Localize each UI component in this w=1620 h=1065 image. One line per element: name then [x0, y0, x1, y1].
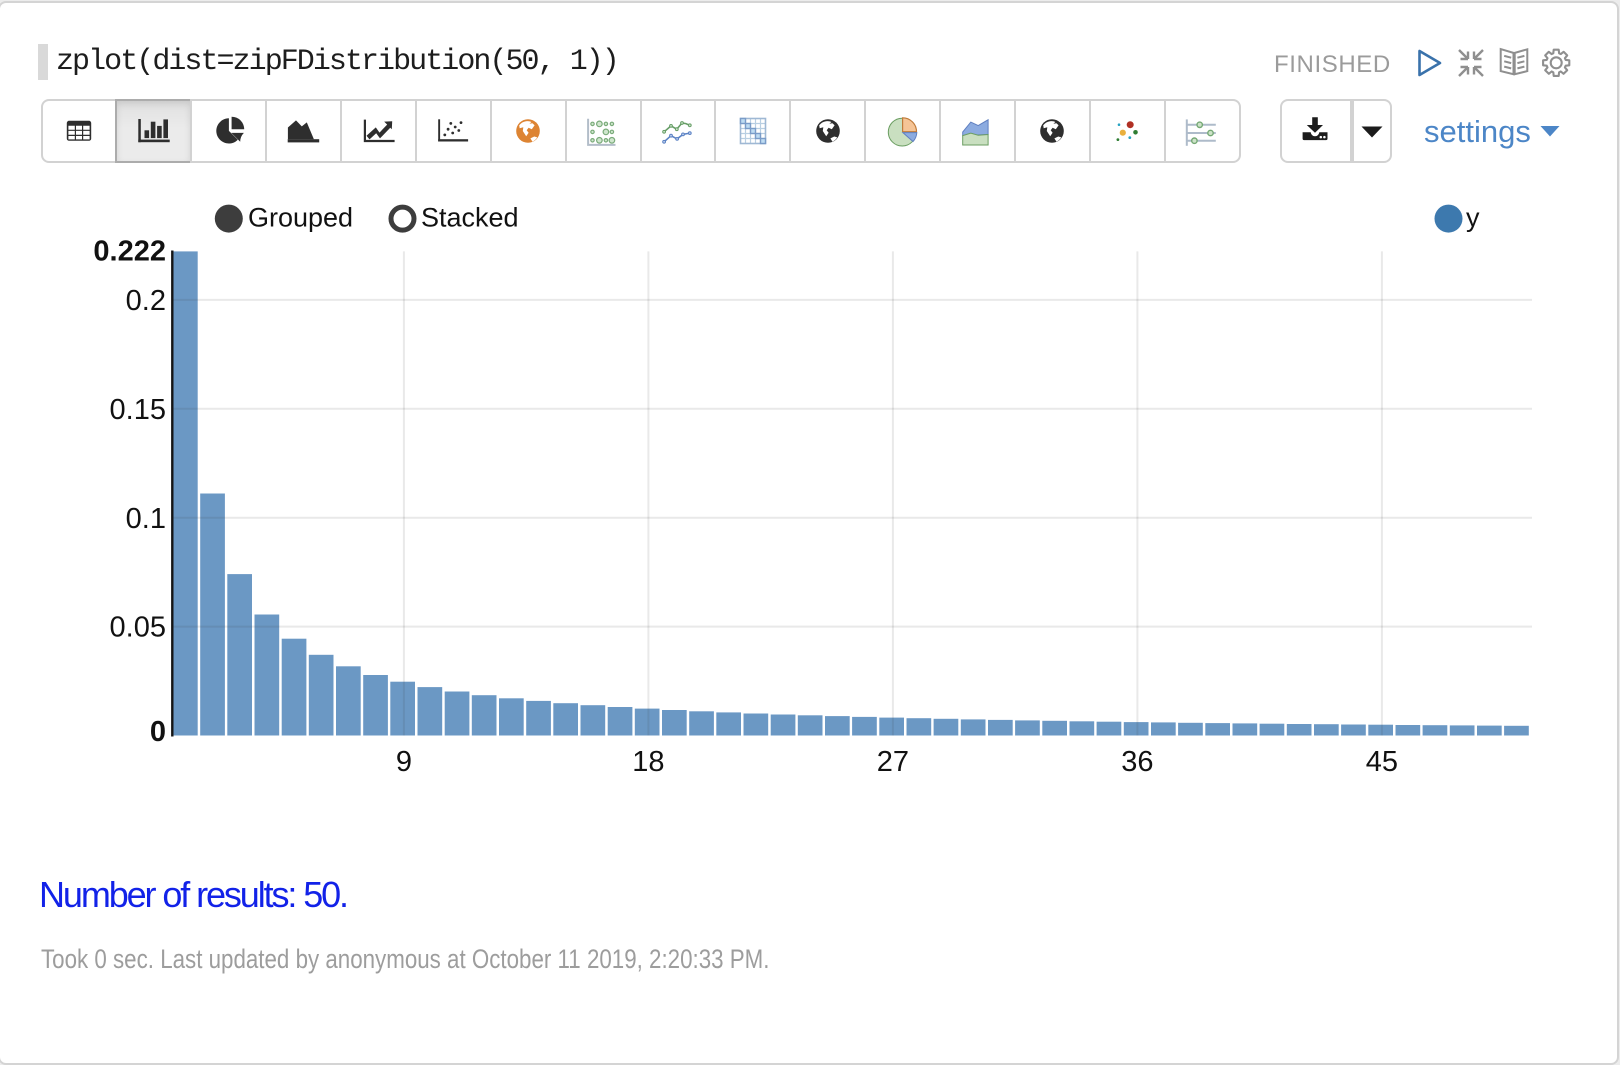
svg-text:Grouped: Grouped	[248, 203, 353, 233]
svg-text:0.05: 0.05	[110, 612, 166, 644]
svg-text:27: 27	[877, 746, 909, 778]
svg-text:0.1: 0.1	[126, 503, 166, 535]
svg-text:0: 0	[150, 716, 166, 748]
svg-text:0.222: 0.222	[93, 236, 166, 268]
svg-text:45: 45	[1366, 746, 1398, 778]
svg-text:y: y	[1466, 203, 1480, 233]
svg-text:9: 9	[396, 746, 412, 778]
svg-text:0.2: 0.2	[126, 285, 166, 317]
svg-text:Stacked: Stacked	[421, 203, 519, 233]
svg-text:36: 36	[1121, 746, 1153, 778]
svg-text:18: 18	[632, 746, 664, 778]
svg-text:0.15: 0.15	[110, 394, 166, 426]
